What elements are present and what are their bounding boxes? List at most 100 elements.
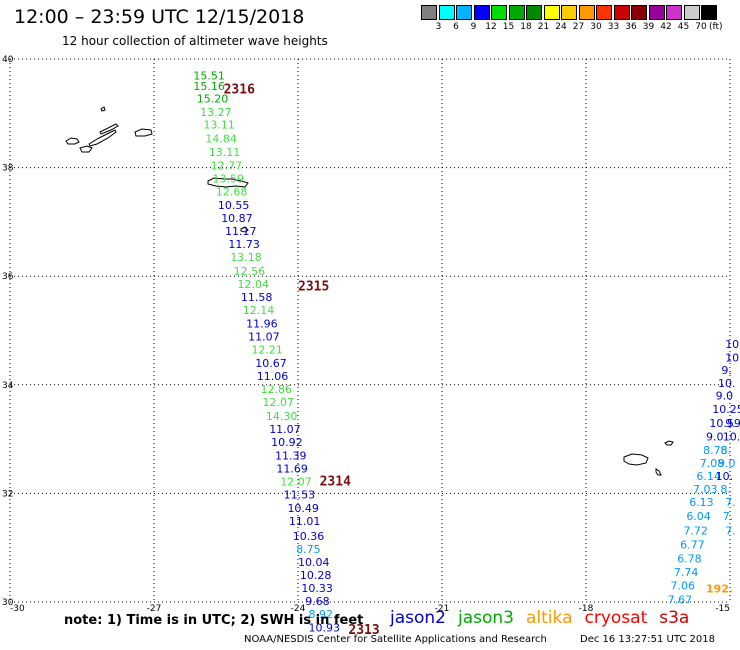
colorbar-label: 18 bbox=[520, 22, 532, 32]
wave-height-label: 8. bbox=[720, 444, 731, 457]
colorbar-swatch bbox=[543, 5, 560, 20]
pass-time-label: 2316 bbox=[224, 82, 255, 97]
wave-height-label: 15.20 bbox=[197, 93, 229, 106]
lon-label: -27 bbox=[147, 604, 162, 614]
lon-label: -24 bbox=[291, 604, 306, 614]
pass-time-label: 2313 bbox=[348, 623, 379, 638]
colorbar-swatch bbox=[456, 5, 472, 20]
wave-height-label: 6.04 bbox=[686, 510, 711, 523]
wave-height-label: 10 bbox=[725, 352, 739, 365]
wave-height-label: 15.16 bbox=[193, 80, 225, 93]
wave-height-label: 10.49 bbox=[287, 502, 319, 515]
wave-height-label: 10.25 bbox=[712, 403, 740, 416]
lat-label: 32 bbox=[2, 489, 13, 499]
wave-height-label: 11.69 bbox=[276, 462, 308, 475]
colorbar-label: 21 bbox=[537, 22, 550, 32]
wave-height-label: 10.67 bbox=[255, 357, 287, 370]
wave-height-label: 8. bbox=[720, 483, 731, 496]
colorbar-swatch bbox=[473, 5, 490, 20]
wave-height-values: 15.5115.1615.2013.2713.1114.8413.1112.77… bbox=[193, 69, 740, 638]
wave-height-label: 12.68 bbox=[216, 185, 248, 198]
wave-height-label: 12.21 bbox=[251, 344, 283, 357]
wave-height-label: 8.92 bbox=[309, 608, 334, 621]
colorbar-label: 15 bbox=[502, 22, 515, 32]
wave-height-label: 10.33 bbox=[301, 582, 333, 595]
wave-height-label: 9. bbox=[721, 364, 732, 377]
colorbar-swatch bbox=[526, 5, 542, 20]
wave-height-label: 7.67 bbox=[668, 593, 693, 606]
wave-height-label: 13.11 bbox=[203, 119, 235, 132]
lat-label: 38 bbox=[2, 164, 14, 174]
wave-height-label: 7.08 bbox=[700, 457, 725, 470]
wave-height-label: 15.51 bbox=[193, 69, 225, 82]
wave-height-label: 9. bbox=[725, 417, 736, 430]
wave-height-label: 11.39 bbox=[275, 449, 307, 462]
island-santamaria bbox=[240, 226, 249, 233]
colorbar-swatch bbox=[701, 5, 717, 20]
wave-height-label: 12.14 bbox=[243, 304, 274, 317]
wave-height-label: 10.93 bbox=[309, 622, 341, 635]
colorbar-swatch bbox=[666, 5, 682, 20]
satellite-legend-altika: altika bbox=[526, 608, 573, 628]
wave-height-label: 11.01 bbox=[289, 515, 321, 528]
lat-label: 34 bbox=[2, 381, 14, 391]
colorbar-label: 6 bbox=[453, 22, 459, 32]
wave-height-label: 10.55 bbox=[218, 199, 250, 212]
wave-height-label: 11.17 bbox=[225, 225, 256, 238]
lat-lon-grid: 40 38 36 34 32 30-30 -27 -24 -21 -18 -15 bbox=[2, 55, 731, 614]
colorbar-swatch bbox=[578, 5, 595, 20]
wave-height-label: 13.18 bbox=[230, 251, 262, 264]
satellite-legend-s3a: s3a bbox=[659, 608, 690, 628]
wave-height-label: 8.78 bbox=[703, 444, 728, 457]
colorbar-label: 70 bbox=[695, 22, 707, 32]
wave-height-label: 9.0 bbox=[716, 390, 734, 403]
colorbar-label: 12 bbox=[485, 22, 497, 32]
wave-height-label: 6.14 bbox=[696, 470, 721, 483]
wave-height-label: 10.36 bbox=[293, 530, 325, 543]
pass-time-label: 2315 bbox=[298, 279, 329, 294]
colorbar-swatch bbox=[648, 5, 665, 20]
island-portosanto bbox=[664, 440, 674, 446]
island-faial bbox=[79, 145, 93, 153]
wave-height-label: 6.77 bbox=[680, 538, 705, 551]
wave-height-label: 12.77 bbox=[211, 159, 243, 172]
wave-height-label: 12.04 bbox=[238, 278, 270, 291]
wave-height-label: 10.59 bbox=[709, 417, 740, 430]
note-text: note: 1) Time is in UTC; 2) SWH is in fe… bbox=[64, 613, 364, 628]
colorbar-label: 30 bbox=[590, 22, 602, 32]
lat-label: 40 bbox=[2, 55, 14, 65]
colorbar-label: 3 bbox=[435, 22, 442, 32]
wave-height-label: 13.27 bbox=[200, 106, 232, 119]
colorbar-swatch bbox=[438, 5, 455, 20]
wave-height-label: 10.04 bbox=[298, 556, 330, 569]
wave-height-label: 10.92 bbox=[271, 436, 303, 449]
map-title: 12:00 – 23:59 UTC 12/15/2018 bbox=[14, 6, 305, 28]
island-madeira bbox=[623, 453, 649, 466]
satellite-legend-cryosat: cryosat bbox=[584, 608, 648, 628]
wave-height-label: 10.28 bbox=[300, 569, 332, 582]
colorbar-swatch bbox=[491, 5, 507, 20]
wave-height-label: 7. bbox=[723, 510, 734, 523]
colorbar-swatch bbox=[613, 5, 630, 20]
island-saojorge bbox=[99, 123, 119, 135]
island-flores bbox=[100, 106, 106, 112]
island-terceira bbox=[134, 128, 153, 137]
wave-height-label: 9.68 bbox=[305, 595, 330, 608]
wave-height-label: 7.03 bbox=[693, 483, 718, 496]
wave-height-label: 9.0 bbox=[718, 457, 736, 470]
wave-height-label: 11.07 bbox=[248, 330, 280, 343]
wave-height-label: 8.75 bbox=[296, 543, 321, 556]
colorbar-label: 45 bbox=[677, 22, 690, 32]
coastlines bbox=[65, 106, 674, 476]
wave-height-label: 14.30 bbox=[266, 410, 298, 423]
wave-height-label: 12.07 bbox=[262, 396, 294, 409]
wave-height-label: 9.0 bbox=[706, 430, 724, 443]
wave-height-label: 192. bbox=[706, 582, 733, 595]
lat-label: 36 bbox=[2, 272, 14, 282]
island-pico bbox=[88, 129, 117, 147]
satellite-legend-jason3: jason3 bbox=[458, 608, 514, 628]
wave-height-label: 13.59 bbox=[213, 172, 245, 185]
wave-height-label: 7. bbox=[725, 496, 736, 509]
wave-height-label: 6.78 bbox=[677, 553, 702, 566]
colorbar-unit: (ft) bbox=[709, 22, 723, 32]
